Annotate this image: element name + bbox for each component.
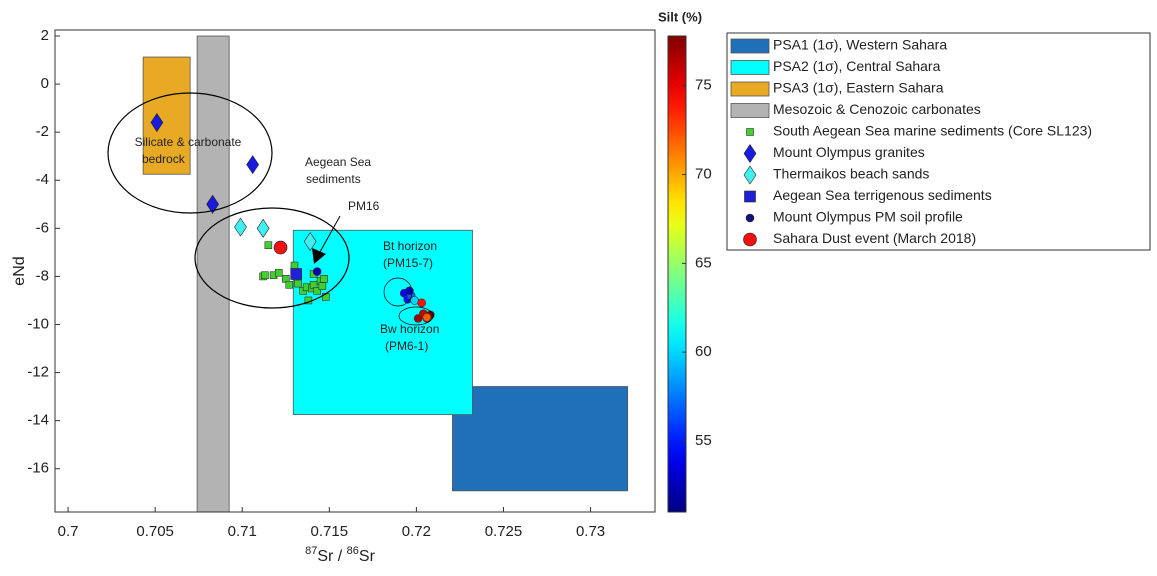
legend-marker bbox=[746, 128, 754, 136]
legend-label: Mesozoic & Cenozoic carbonates bbox=[773, 101, 981, 117]
x-axis-label-part: Sr bbox=[359, 548, 376, 565]
x-tick-label: 0.71 bbox=[228, 523, 257, 540]
y-tick-label: -6 bbox=[36, 219, 49, 236]
y-tick-label: -14 bbox=[27, 412, 49, 429]
point bbox=[246, 155, 260, 175]
point bbox=[285, 281, 294, 289]
colorbar-tick-label: 65 bbox=[695, 254, 712, 271]
areas bbox=[142, 35, 629, 513]
area bbox=[452, 386, 629, 492]
y-tick-label: -4 bbox=[36, 171, 49, 188]
annotation: bedrock bbox=[142, 152, 186, 166]
point bbox=[313, 287, 321, 295]
x-tick-label: 0.725 bbox=[485, 523, 523, 540]
point bbox=[422, 312, 432, 322]
legend-marker bbox=[743, 143, 757, 164]
arrow-head bbox=[312, 248, 326, 264]
y-tick-label: 0 bbox=[41, 75, 49, 92]
annotation: Bt horizon bbox=[383, 239, 437, 253]
legend-marker bbox=[743, 165, 757, 185]
colorbar-tick-label: 70 bbox=[695, 166, 712, 183]
point bbox=[273, 240, 288, 255]
point bbox=[234, 217, 247, 237]
legend-label: Aegean Sea terrigenous sediments bbox=[773, 187, 992, 203]
y-tick-label: -12 bbox=[27, 364, 49, 381]
legend bbox=[726, 32, 1151, 251]
colorbar bbox=[667, 35, 687, 513]
legend-label: PSA2 (1σ), Central Sahara bbox=[773, 58, 941, 74]
y-tick-label: 2 bbox=[41, 27, 49, 44]
x-axis-label-part: 87 bbox=[305, 545, 317, 557]
x-axis-label-part: Sr / bbox=[317, 548, 346, 565]
x-tick-label: 0.7 bbox=[58, 523, 79, 540]
point bbox=[261, 271, 269, 280]
annotation: Aegean Sea bbox=[305, 155, 371, 169]
ellipse bbox=[194, 207, 350, 309]
annotation: (PM15-7) bbox=[383, 256, 433, 270]
legend-label: PSA3 (1σ), Eastern Sahara bbox=[773, 80, 944, 96]
x-axis-label: 87Sr / 86Sr bbox=[305, 545, 376, 565]
point bbox=[256, 218, 270, 238]
annotation: Silicate & carbonate bbox=[135, 135, 242, 149]
ellipse bbox=[398, 306, 434, 326]
legend-swatch bbox=[730, 60, 770, 75]
colorbar-tick-label: 75 bbox=[695, 77, 712, 94]
colorbar-tick-label: 55 bbox=[695, 432, 712, 449]
legend-swatch bbox=[730, 103, 770, 118]
annotations bbox=[107, 92, 434, 326]
y-tick-label: -2 bbox=[36, 123, 49, 140]
legend-marker bbox=[745, 213, 755, 223]
y-axis-label: eNd bbox=[11, 256, 28, 285]
point bbox=[312, 267, 322, 276]
legend-label: South Aegean Sea marine sediments (Core … bbox=[773, 123, 1092, 139]
annotation: Bw horizon bbox=[380, 322, 439, 336]
y-tick-label: -10 bbox=[27, 315, 49, 332]
point bbox=[303, 232, 317, 252]
annotation: (PM6-1) bbox=[385, 339, 428, 353]
point bbox=[320, 275, 328, 283]
y-tick-label: -16 bbox=[27, 460, 49, 477]
point bbox=[294, 279, 302, 288]
point bbox=[290, 261, 299, 270]
ellipse bbox=[107, 92, 273, 214]
point bbox=[150, 113, 164, 133]
point bbox=[206, 194, 219, 214]
point bbox=[264, 241, 273, 249]
point bbox=[417, 298, 426, 308]
ellipse bbox=[383, 277, 413, 307]
area bbox=[142, 56, 191, 175]
area bbox=[292, 229, 473, 416]
legend-label: Thermaikos beach sands bbox=[773, 166, 929, 182]
axes-frame bbox=[54, 29, 656, 513]
area bbox=[196, 35, 230, 513]
point bbox=[290, 268, 303, 280]
x-tick-label: 0.73 bbox=[576, 523, 605, 540]
legend-marker bbox=[743, 232, 757, 247]
x-tick-label: 0.715 bbox=[311, 523, 349, 540]
legend-label: Mount Olympus PM soil profile bbox=[773, 209, 963, 225]
legend-label: PSA1 (1σ), Western Sahara bbox=[773, 37, 947, 53]
x-tick-label: 0.705 bbox=[136, 523, 174, 540]
arrow bbox=[319, 215, 341, 253]
x-axis-label-part: 86 bbox=[347, 545, 359, 557]
y-tick-label: -8 bbox=[36, 267, 49, 284]
legend-label: Mount Olympus granites bbox=[773, 144, 925, 160]
points bbox=[150, 113, 435, 323]
legend-marker bbox=[744, 190, 756, 203]
legend-label: Sahara Dust event (March 2018) bbox=[773, 230, 976, 246]
colorbar-title: Silt (%) bbox=[658, 9, 702, 24]
point bbox=[318, 282, 327, 290]
legend-swatch bbox=[730, 38, 770, 54]
annotation: sediments bbox=[306, 172, 361, 186]
legend-swatch bbox=[730, 81, 770, 97]
annotation: PM16 bbox=[348, 199, 380, 213]
x-tick-label: 0.72 bbox=[402, 523, 431, 540]
colorbar-tick-label: 60 bbox=[695, 343, 712, 360]
point bbox=[275, 269, 283, 277]
